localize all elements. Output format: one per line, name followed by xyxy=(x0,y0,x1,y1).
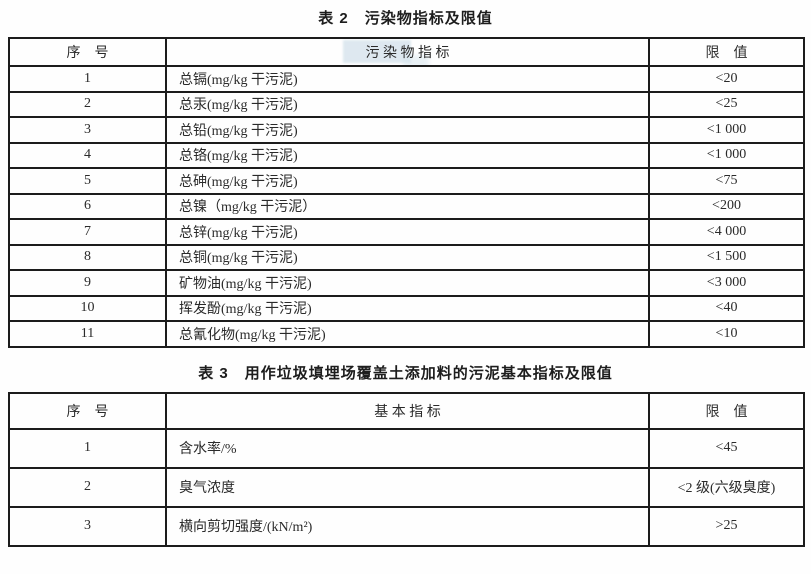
row-indicator: 含水率/% xyxy=(165,427,650,469)
row-serial-number: 5 xyxy=(8,167,167,195)
row-indicator: 总铅(mg/kg 干污泥) xyxy=(165,116,650,144)
row-indicator: 总镍（mg/kg 干污泥） xyxy=(165,192,650,220)
table2-pollutant-limits: 序 号 污 染 物 指 标 限 值 1 总镉(mg/kg 干污泥) <20 2 总汞(m… xyxy=(8,37,805,348)
row-limit-value: <20 xyxy=(648,65,805,93)
selection-highlight xyxy=(343,40,411,63)
row-indicator: 总砷(mg/kg 干污泥) xyxy=(165,167,650,195)
row-serial-number: 6 xyxy=(8,192,167,220)
row-indicator: 挥发酚(mg/kg 干污泥) xyxy=(165,294,650,322)
row-serial-number: 4 xyxy=(8,141,167,169)
watermark-smudge xyxy=(403,55,429,64)
table2-header-indicator: 污 染 物 指 标 xyxy=(165,37,650,67)
row-limit-value: <4 000 xyxy=(648,218,805,246)
row-serial-number: 3 xyxy=(8,116,167,144)
row-limit-value: <3 000 xyxy=(648,269,805,297)
table-row: 3 横向剪切强度/(kN/m²) >25 xyxy=(8,505,805,547)
table-row: 5 总砷(mg/kg 干污泥) <75 xyxy=(8,167,805,195)
row-limit-value: <1 500 xyxy=(648,243,805,271)
row-limit-value: >25 xyxy=(648,505,805,547)
table3-basic-indicator-limits: 序 号 基 本 指 标 限 值 1 含水率/% <45 2 臭气浓度 <2 级(六级臭度)… xyxy=(8,391,805,547)
row-limit-value: <1 000 xyxy=(648,116,805,144)
table2-header-no: 序 号 xyxy=(8,37,167,67)
row-limit-value: <1 000 xyxy=(648,141,805,169)
table-row: 2 臭气浓度 <2 级(六级臭度) xyxy=(8,466,805,508)
row-indicator: 总氰化物(mg/kg 干污泥) xyxy=(165,320,650,348)
row-indicator: 总镉(mg/kg 干污泥) xyxy=(165,65,650,93)
table-row: 10 挥发酚(mg/kg 干污泥) <40 xyxy=(8,294,805,322)
table-row: 7 总锌(mg/kg 干污泥) <4 000 xyxy=(8,218,805,246)
row-serial-number: 8 xyxy=(8,243,167,271)
table3-header-row: 序 号 基 本 指 标 限 值 xyxy=(8,391,805,430)
table2-title: 表 2 污染物指标及限值 xyxy=(318,10,493,27)
row-limit-value: <25 xyxy=(648,90,805,118)
row-limit-value: <2 级(六级臭度) xyxy=(648,466,805,508)
row-limit-value: <200 xyxy=(648,192,805,220)
table-row: 1 含水率/% <45 xyxy=(8,427,805,469)
table2-body: 1 总镉(mg/kg 干污泥) <20 2 总汞(mg/kg 干污泥) <25 3 总铅(mg… xyxy=(8,65,805,348)
row-serial-number: 7 xyxy=(8,218,167,246)
row-limit-value: <45 xyxy=(648,427,805,469)
table-row: 11 总氰化物(mg/kg 干污泥) <10 xyxy=(8,320,805,348)
row-serial-number: 1 xyxy=(8,427,167,469)
row-indicator: 总铬(mg/kg 干污泥) xyxy=(165,141,650,169)
row-indicator: 矿物油(mg/kg 干污泥) xyxy=(165,269,650,297)
table-row: 1 总镉(mg/kg 干污泥) <20 xyxy=(8,65,805,93)
table3-header-indicator: 基 本 指 标 xyxy=(165,391,650,430)
row-limit-value: <75 xyxy=(648,167,805,195)
table-row: 2 总汞(mg/kg 干污泥) <25 xyxy=(8,90,805,118)
row-serial-number: 10 xyxy=(8,294,167,322)
table-row: 8 总铜(mg/kg 干污泥) <1 500 xyxy=(8,243,805,271)
table2-header-row: 序 号 污 染 物 指 标 限 值 xyxy=(8,37,805,67)
row-serial-number: 1 xyxy=(8,65,167,93)
table-row: 4 总铬(mg/kg 干污泥) <1 000 xyxy=(8,141,805,169)
table-row: 3 总铅(mg/kg 干污泥) <1 000 xyxy=(8,116,805,144)
table3-header-limit: 限 值 xyxy=(648,391,805,430)
row-indicator: 臭气浓度 xyxy=(165,466,650,508)
table2-header-limit: 限 值 xyxy=(648,37,805,67)
row-indicator: 总铜(mg/kg 干污泥) xyxy=(165,243,650,271)
row-serial-number: 9 xyxy=(8,269,167,297)
row-limit-value: <10 xyxy=(648,320,805,348)
table3-title: 表 3 用作垃圾填埋场覆盖土添加料的污泥基本指标及限值 xyxy=(198,364,613,382)
row-limit-value: <40 xyxy=(648,294,805,322)
table-row: 6 总镍（mg/kg 干污泥） <200 xyxy=(8,192,805,220)
table-row: 9 矿物油(mg/kg 干污泥) <3 000 xyxy=(8,269,805,297)
table3-body: 1 含水率/% <45 2 臭气浓度 <2 级(六级臭度) 3 横向剪切强度/(kN/m²) >… xyxy=(8,427,805,547)
row-serial-number: 2 xyxy=(8,90,167,118)
row-serial-number: 11 xyxy=(8,320,167,348)
row-serial-number: 2 xyxy=(8,466,167,508)
row-indicator: 总锌(mg/kg 干污泥) xyxy=(165,218,650,246)
table3-header-no: 序 号 xyxy=(8,391,167,430)
row-serial-number: 3 xyxy=(8,505,167,547)
row-indicator: 总汞(mg/kg 干污泥) xyxy=(165,90,650,118)
row-indicator: 横向剪切强度/(kN/m²) xyxy=(165,505,650,547)
table2-header-indicator-label: 污 染 物 指 标 xyxy=(365,46,450,61)
